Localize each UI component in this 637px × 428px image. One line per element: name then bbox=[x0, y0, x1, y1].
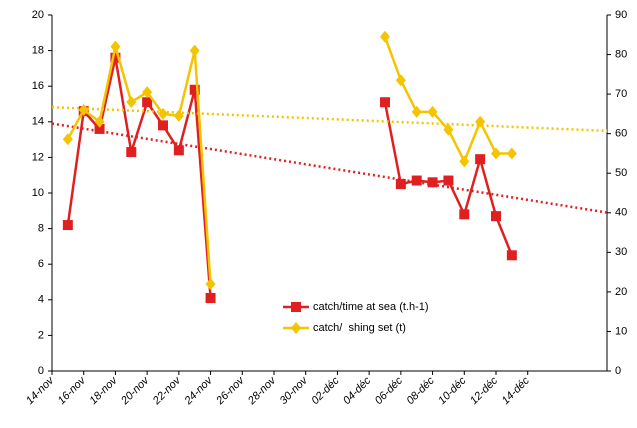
legend-label: catch/ shing set (t) bbox=[313, 322, 406, 334]
y2-tick-label: 70 bbox=[615, 88, 627, 100]
x-tick-label: 14-nov bbox=[24, 374, 57, 407]
marker bbox=[189, 44, 200, 57]
trend-line bbox=[51, 105, 608, 133]
legend-marker bbox=[291, 322, 301, 334]
x-tick-label: 20-nov bbox=[118, 374, 152, 408]
y-tick-label: 8 bbox=[38, 223, 44, 235]
x-tick-label: 18-nov bbox=[87, 374, 120, 407]
y-tick-label: 16 bbox=[32, 80, 44, 92]
marker bbox=[491, 211, 501, 222]
marker bbox=[205, 277, 216, 290]
y2-tick-label: 90 bbox=[615, 9, 627, 21]
x-tick-label: 22-nov bbox=[150, 374, 184, 408]
marker bbox=[110, 52, 121, 63]
marker bbox=[205, 293, 216, 304]
x-tick-label: 26-nov bbox=[213, 374, 247, 408]
marker bbox=[78, 103, 89, 116]
marker bbox=[126, 96, 137, 109]
marker bbox=[491, 147, 501, 160]
marker bbox=[459, 155, 470, 168]
x-tick-label: 04-déc bbox=[341, 374, 374, 407]
marker bbox=[427, 177, 438, 188]
x-tick-label: 16-nov bbox=[56, 374, 89, 407]
y-tick-label: 0 bbox=[38, 365, 44, 377]
y2-tick-label: 0 bbox=[615, 365, 621, 377]
marker bbox=[395, 74, 406, 87]
marker bbox=[158, 107, 168, 120]
marker bbox=[94, 123, 105, 134]
marker bbox=[459, 209, 470, 220]
y-tick-label: 10 bbox=[32, 187, 44, 199]
x-tick-label: 28-nov bbox=[245, 374, 279, 408]
y-tick-label: 2 bbox=[38, 329, 44, 341]
marker bbox=[142, 86, 153, 99]
marker bbox=[443, 123, 454, 136]
x-tick-label: 24-nov bbox=[182, 374, 216, 408]
x-tick-label: 06-déc bbox=[373, 374, 406, 407]
marker bbox=[380, 97, 390, 108]
y2-tick-label: 60 bbox=[615, 128, 627, 140]
series-line bbox=[66, 36, 512, 285]
y-tick-label: 6 bbox=[38, 258, 44, 270]
x-tick-label: 12-déc bbox=[468, 374, 501, 407]
trend-line bbox=[51, 122, 608, 214]
marker bbox=[475, 154, 486, 165]
legend-marker bbox=[291, 302, 301, 312]
y2-tick-label: 80 bbox=[615, 48, 627, 60]
legend-label: catch/time at sea (t.h-1) bbox=[313, 301, 429, 313]
y-tick-label: 20 bbox=[32, 9, 44, 21]
y-tick-label: 18 bbox=[32, 45, 44, 57]
marker bbox=[443, 175, 454, 186]
x-tick-label: 10-déc bbox=[436, 374, 469, 407]
marker bbox=[62, 133, 73, 146]
marker bbox=[475, 115, 486, 128]
marker bbox=[411, 175, 422, 186]
y2-tick-label: 40 bbox=[615, 207, 627, 219]
y-tick-label: 14 bbox=[32, 116, 44, 128]
x-tick-label: 30-nov bbox=[278, 374, 311, 407]
y2-tick-label: 20 bbox=[615, 286, 627, 298]
marker bbox=[506, 250, 517, 261]
marker bbox=[94, 115, 105, 128]
y-tick-label: 4 bbox=[38, 294, 44, 306]
y2-tick-label: 30 bbox=[615, 246, 627, 258]
marker bbox=[173, 109, 184, 122]
marker bbox=[142, 97, 153, 108]
x-tick-label: 02-déc bbox=[309, 374, 342, 407]
marker bbox=[411, 105, 422, 118]
marker bbox=[189, 84, 200, 95]
marker bbox=[62, 220, 73, 231]
y-tick-label: 12 bbox=[32, 151, 44, 163]
x-tick-label: 14-déc bbox=[500, 374, 533, 407]
y2-tick-label: 50 bbox=[615, 167, 627, 179]
x-tick-label: 08-déc bbox=[404, 374, 437, 407]
marker bbox=[380, 30, 390, 43]
marker bbox=[427, 105, 438, 118]
marker bbox=[126, 147, 137, 158]
y2-tick-label: 10 bbox=[615, 325, 627, 337]
marker bbox=[395, 179, 406, 190]
marker bbox=[506, 147, 517, 160]
marker bbox=[173, 145, 184, 156]
marker bbox=[158, 120, 168, 131]
marker bbox=[110, 40, 121, 53]
